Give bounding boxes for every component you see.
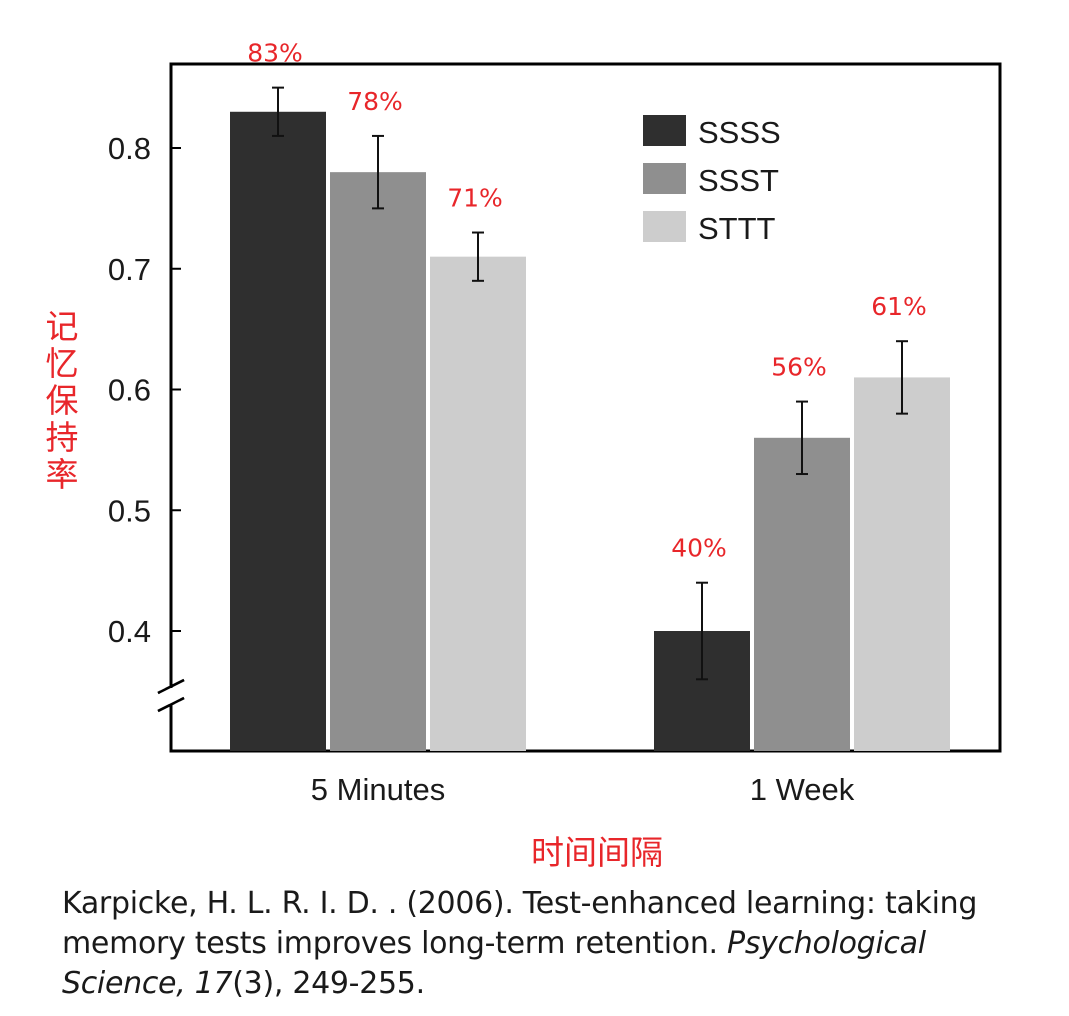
legend-label-ssss: SSSS bbox=[698, 115, 781, 150]
error-bar-ssst-1 bbox=[796, 400, 808, 476]
bar-sttt-1 bbox=[854, 377, 950, 751]
citation: Karpicke, H. L. R. I. D. . (2006). Test-… bbox=[62, 884, 1062, 1004]
error-bar-sttt-1 bbox=[896, 340, 908, 415]
legend-label-ssst: SSST bbox=[698, 163, 779, 198]
bar-ssst-0 bbox=[330, 172, 426, 751]
citation-line-1: Karpicke, H. L. R. I. D. . (2006). Test-… bbox=[62, 886, 978, 921]
data-label-ssss-1: 40% bbox=[671, 534, 727, 563]
error-bar-ssst-0 bbox=[372, 134, 384, 210]
error-bar-ssss-0 bbox=[272, 86, 284, 137]
citation-line-2: memory tests improves long-term retentio… bbox=[62, 926, 926, 961]
y-tick-label: 0.7 bbox=[108, 252, 151, 287]
data-label-ssss-0: 83% bbox=[247, 39, 303, 68]
legend-swatch-sttt bbox=[643, 211, 686, 242]
x-tick-label: 1 Week bbox=[750, 772, 855, 807]
bar-sttt-0 bbox=[430, 256, 526, 751]
y-axis-label: 记忆保持率 bbox=[46, 307, 79, 494]
plot-frame bbox=[169, 62, 1002, 753]
bar-chart: 83% 40% 78% 56% 71% 61% 0.4 0.5 0.6 0.7 0.8 5 Minu… bbox=[46, 39, 1002, 872]
y-tick-label: 0.5 bbox=[108, 493, 151, 528]
error-bar-ssss-1 bbox=[696, 581, 708, 681]
x-axis-label: 时间间隔 bbox=[531, 833, 663, 872]
data-label-ssst-1: 56% bbox=[771, 353, 827, 382]
legend-swatch-ssst bbox=[643, 163, 686, 194]
y-tick-label: 0.4 bbox=[108, 614, 151, 649]
bar-ssst-1 bbox=[754, 437, 850, 751]
data-label-ssst-0: 78% bbox=[347, 87, 403, 116]
x-tick-label: 5 Minutes bbox=[311, 772, 445, 807]
data-label-sttt-0: 71% bbox=[447, 184, 503, 213]
y-tick-label: 0.8 bbox=[108, 131, 151, 166]
citation-line-3: Science, 17(3), 249-255. bbox=[62, 966, 425, 1001]
data-label-sttt-1: 61% bbox=[871, 292, 927, 321]
error-bar-sttt-0 bbox=[472, 231, 484, 282]
bar-ssss-0 bbox=[230, 111, 326, 751]
journal-volume: Science, 17 bbox=[62, 966, 233, 1001]
journal-name: Psychological bbox=[727, 926, 926, 961]
legend: SSSS SSST STTT bbox=[643, 115, 781, 246]
axis-break-mark bbox=[157, 678, 185, 713]
legend-swatch-ssss bbox=[643, 115, 686, 146]
legend-label-sttt: STTT bbox=[698, 211, 776, 246]
y-tick-label: 0.6 bbox=[108, 373, 151, 408]
